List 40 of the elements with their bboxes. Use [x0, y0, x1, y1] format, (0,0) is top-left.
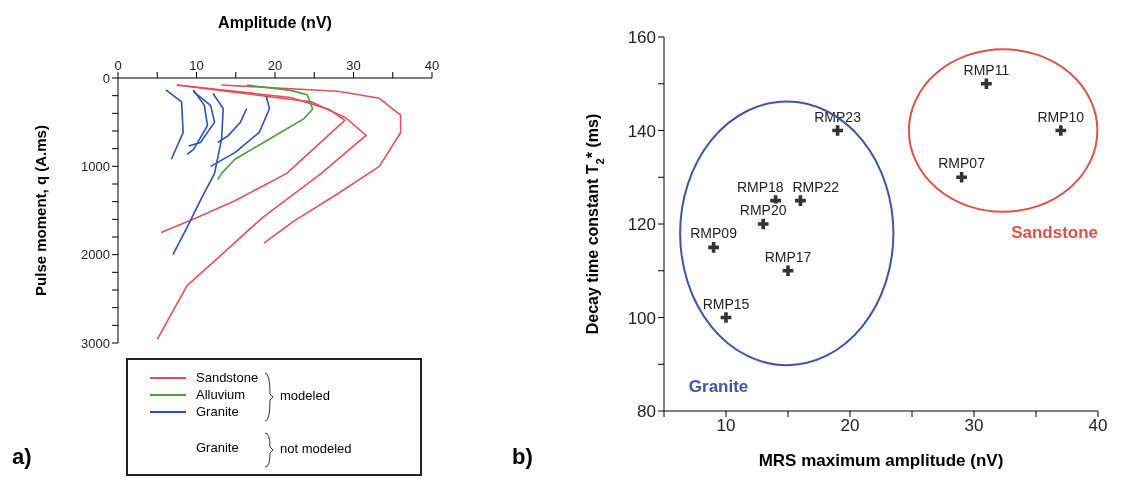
- x-tick-label: 20: [267, 58, 283, 73]
- y-tick-label: 160: [627, 28, 656, 48]
- text: a): [12, 444, 32, 470]
- x-tick-label: 40: [424, 58, 440, 73]
- y-tick-label: 120: [627, 215, 656, 235]
- annotation: RMP15: [702, 295, 750, 312]
- y-tick-label: 140: [627, 121, 656, 141]
- x-tick-label: 30: [346, 58, 361, 73]
- x-axis-title: Amplitude (nV): [218, 14, 332, 32]
- x-tick-label: 10: [716, 416, 736, 436]
- annotation: RMP10: [1037, 108, 1085, 125]
- x-tick-label: 0: [114, 58, 122, 73]
- y-tick-label: 1000: [81, 158, 110, 174]
- x-tick-label: 30: [964, 416, 984, 436]
- y-tick-label: 3000: [81, 335, 110, 351]
- annotation: Sandstone: [1011, 223, 1099, 243]
- y-tick-label: 80: [637, 402, 656, 422]
- y-tick-label: 100: [627, 308, 656, 328]
- annotation: RMP22: [792, 178, 840, 195]
- text: modeled: [280, 388, 330, 403]
- legend-label: Granite: [196, 404, 239, 419]
- legend-label: Alluvium: [196, 387, 246, 402]
- text: Granite: [196, 440, 239, 455]
- annotation: Granite: [688, 377, 749, 397]
- text: b): [512, 444, 533, 470]
- x-tick-label: 20: [840, 416, 860, 436]
- annotation: RMP18: [736, 178, 784, 195]
- x-axis-title: MRS maximum amplitude (nV): [758, 451, 1004, 470]
- legend-label: Sandstone: [196, 370, 259, 385]
- text: not modeled: [280, 441, 352, 456]
- y-tick-label: 2000: [81, 247, 110, 263]
- annotation: RMP11: [963, 61, 1010, 78]
- x-tick-label: 40: [1088, 416, 1108, 436]
- annotation: RMP17: [764, 248, 812, 265]
- annotation: RMP07: [938, 155, 986, 172]
- y-axis-title: Pulse moment, q (A.ms): [32, 125, 49, 296]
- annotation: RMP20: [739, 202, 787, 218]
- x-tick-label: 10: [189, 58, 204, 73]
- y-tick-label: 0: [102, 70, 110, 86]
- annotation: RMP09: [690, 225, 738, 242]
